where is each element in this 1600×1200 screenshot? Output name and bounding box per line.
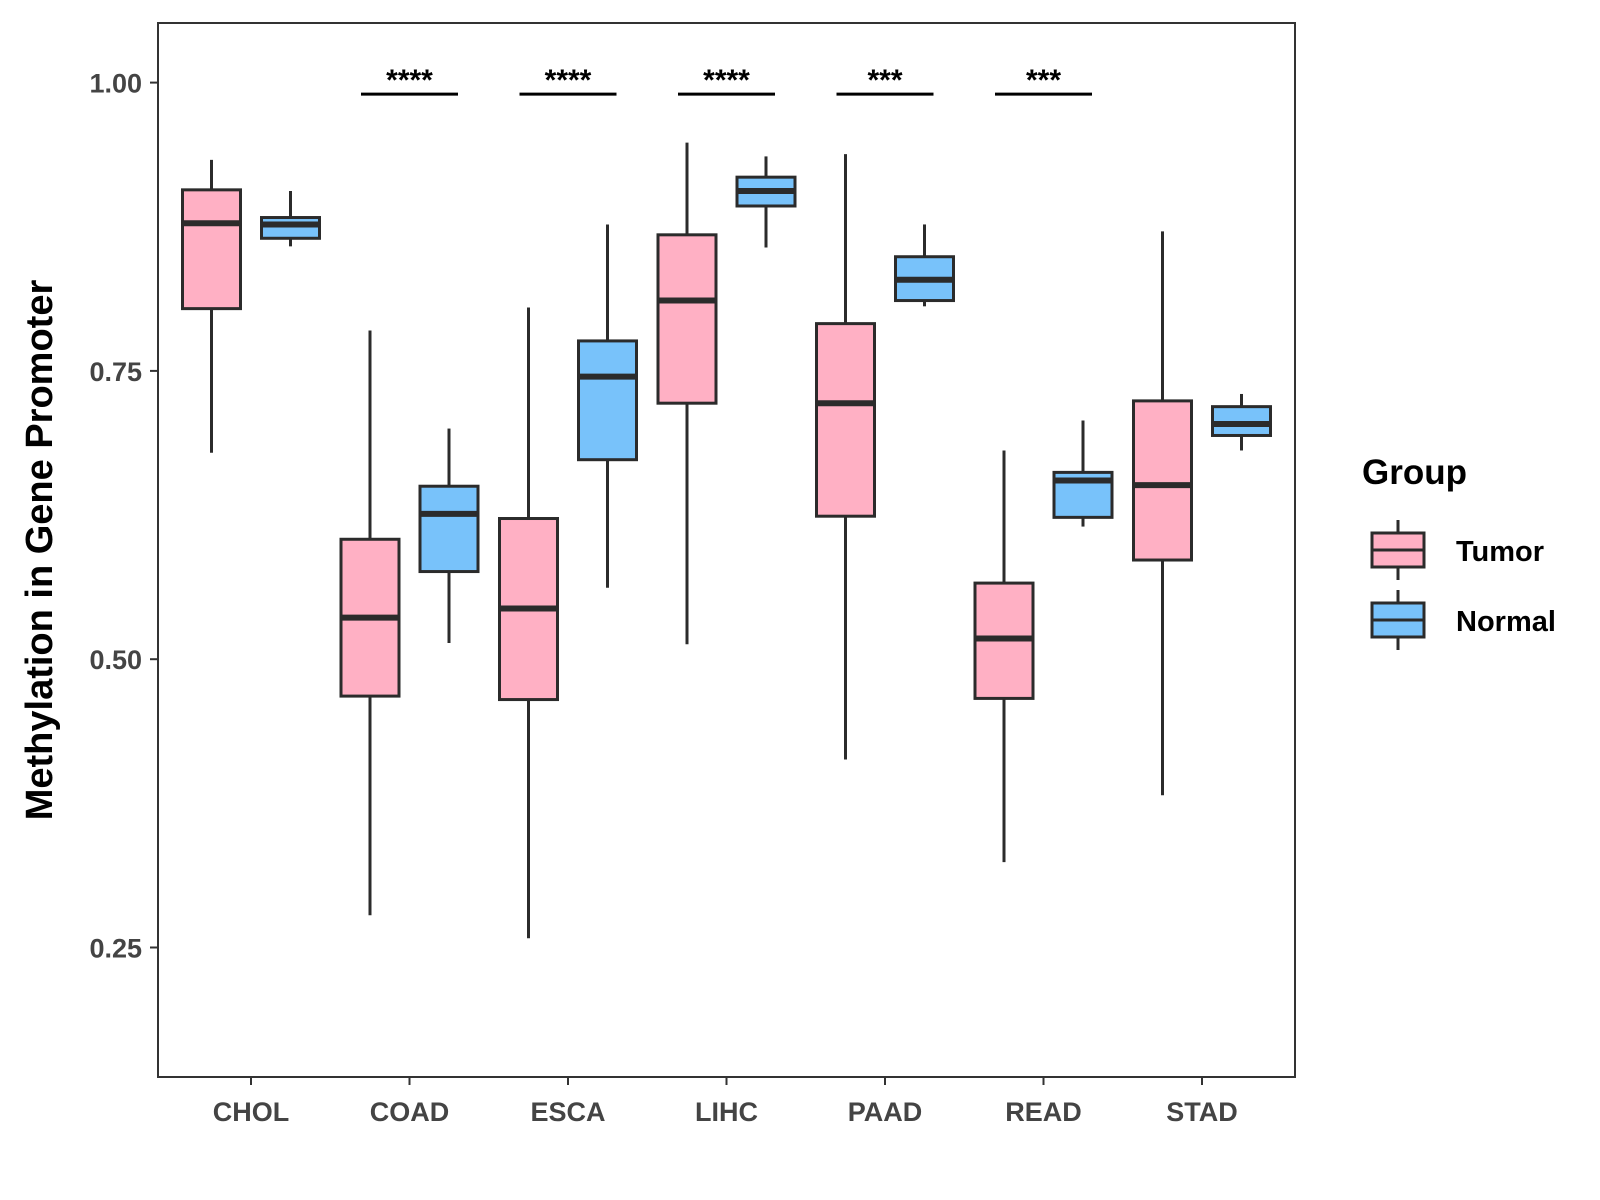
legend: Group Tumor Normal — [1362, 453, 1556, 650]
x-tick-label: CHOL — [213, 1097, 290, 1127]
significance-label: *** — [867, 64, 902, 97]
significance-label: **** — [545, 64, 592, 97]
y-tick-label: 0.50 — [89, 645, 142, 675]
significance-layer: **** **** **** *** *** — [361, 64, 1092, 97]
plot-panel — [157, 22, 1296, 1078]
x-tick-label: READ — [1005, 1097, 1082, 1127]
box-tumor-esca — [498, 307, 559, 939]
legend-key-normal — [1370, 590, 1426, 650]
iqr-box — [260, 216, 321, 240]
x-axis: CHOL COAD ESCA LIHC PAAD READ STAD — [213, 1077, 1238, 1127]
iqr-box — [418, 484, 480, 574]
box-normal-paad — [894, 224, 955, 307]
y-tick-label: 1.00 — [89, 69, 142, 99]
box-normal-coad — [418, 428, 480, 644]
x-tick-label: ESCA — [530, 1097, 605, 1127]
box-normal-stad — [1211, 393, 1272, 451]
legend-label-normal: Normal — [1456, 606, 1556, 638]
box-tumor-lihc — [656, 142, 718, 645]
significance-label: **** — [386, 64, 433, 97]
y-tick-label: 0.75 — [89, 357, 142, 387]
x-tick-label: STAD — [1166, 1097, 1238, 1127]
box-layer — [181, 142, 1272, 939]
iqr-box — [815, 322, 876, 518]
x-tick-label: PAAD — [848, 1097, 923, 1127]
box-tumor-coad — [339, 330, 401, 916]
y-tick-label: 0.25 — [89, 934, 142, 964]
box-normal-esca — [577, 224, 638, 588]
iqr-box — [1132, 399, 1193, 562]
iqr-box — [656, 233, 718, 405]
legend-key-tumor — [1370, 520, 1426, 580]
legend-label-tumor: Tumor — [1456, 536, 1544, 568]
significance-label: *** — [1026, 64, 1061, 97]
legend-title: Group — [1362, 453, 1467, 492]
x-tick-label: COAD — [370, 1097, 450, 1127]
box-tumor-stad — [1132, 231, 1193, 796]
box-tumor-paad — [815, 154, 876, 760]
box-normal-lihc — [735, 156, 797, 248]
y-axis: 0.25 0.50 0.75 1.00 — [89, 69, 158, 964]
box-tumor-chol — [181, 159, 242, 453]
iqr-box — [181, 188, 242, 311]
box-normal-read — [1052, 420, 1114, 527]
box-normal-chol — [260, 191, 321, 247]
box-tumor-read — [973, 450, 1035, 863]
x-tick-label: LIHC — [695, 1097, 758, 1127]
significance-label: **** — [703, 64, 750, 97]
iqr-box — [577, 339, 638, 462]
y-axis-title: Methylation in Gene Promoter — [19, 280, 61, 821]
